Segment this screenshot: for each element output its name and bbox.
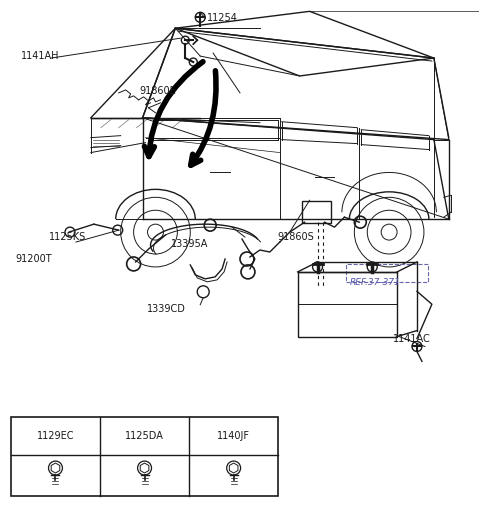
Text: 91860S: 91860S bbox=[277, 232, 314, 242]
Text: 1125DA: 1125DA bbox=[125, 431, 164, 441]
Text: 91860E: 91860E bbox=[140, 86, 177, 96]
Text: 1339CD: 1339CD bbox=[147, 304, 186, 314]
Text: 1140JF: 1140JF bbox=[217, 431, 250, 441]
Text: 1141AC: 1141AC bbox=[393, 334, 431, 344]
Text: 1125KS: 1125KS bbox=[49, 232, 86, 242]
Bar bbox=[11, 417, 278, 495]
Text: 1129EC: 1129EC bbox=[37, 431, 74, 441]
Text: 1141AH: 1141AH bbox=[21, 51, 59, 61]
Text: 11254: 11254 bbox=[206, 13, 238, 22]
Text: 13395A: 13395A bbox=[171, 239, 208, 249]
Text: REF.37-371: REF.37-371 bbox=[350, 278, 401, 287]
Text: 91200T: 91200T bbox=[16, 254, 52, 264]
